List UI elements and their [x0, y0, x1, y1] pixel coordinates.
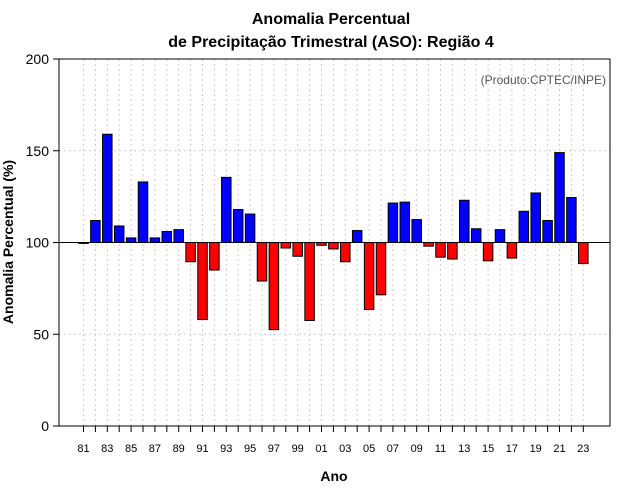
bar-22 [566, 197, 577, 243]
x-tick-label: 87 [149, 443, 161, 455]
x-tick-label: 93 [220, 443, 232, 455]
bar-10 [423, 242, 434, 247]
chart-title-line2: de Precipitação Trimestral (ASO): Região… [168, 34, 494, 51]
bar-82 [90, 219, 101, 243]
bar-87 [149, 237, 161, 244]
grid-layer [59, 58, 610, 427]
y-tick-label: 150 [26, 143, 50, 159]
x-tick-label: 07 [387, 443, 399, 455]
x-tick-label: 15 [482, 443, 494, 455]
bar-05 [363, 242, 375, 310]
x-tick-label: 01 [315, 443, 327, 455]
bar-88 [161, 230, 173, 244]
bar-18 [518, 210, 530, 243]
x-tick-label: 97 [268, 443, 280, 455]
bar-06 [375, 242, 387, 296]
x-tick-label: 03 [339, 443, 351, 455]
x-tick-label: 11 [435, 443, 446, 455]
chart-title-line1: Anomalia Percentual [252, 11, 410, 28]
bar-90 [185, 242, 196, 263]
x-tick-label: 05 [363, 443, 375, 455]
bar-89 [173, 229, 184, 243]
y-axis-label: Anomalia Percentual (%) [0, 160, 16, 324]
bar-19 [530, 192, 541, 243]
bar-83 [102, 133, 113, 243]
bar-97 [268, 242, 280, 331]
bar-20 [542, 219, 553, 243]
bar-93 [221, 176, 232, 243]
bar-17 [506, 242, 518, 259]
bar-14 [470, 228, 482, 244]
bar-94 [232, 208, 244, 243]
bar-84 [113, 225, 125, 243]
x-axis: 81 83 85 87 89 91 93 95 97 99 01 03 05 07 09 11 13 15 17 19… [77, 426, 589, 455]
x-tick-label: 99 [292, 443, 304, 455]
bar-13 [459, 199, 470, 243]
bar-21 [554, 152, 565, 244]
x-tick-label: 23 [577, 443, 589, 455]
bar-00 [304, 242, 315, 321]
x-tick-label: 85 [125, 443, 137, 455]
y-tick-label: 50 [33, 326, 49, 342]
bar-02 [328, 242, 339, 250]
bar-09 [411, 219, 422, 243]
bar-95 [244, 213, 256, 243]
bar-12 [447, 242, 458, 260]
y-tick-label: 200 [26, 51, 50, 67]
credit-label: (Produto:CPTEC/INPE) [481, 73, 606, 87]
bar-92 [209, 242, 220, 271]
bar-86 [137, 181, 149, 244]
y-axis: 0 50 100 150 200 [26, 51, 59, 434]
x-axis-label: Ano [320, 468, 347, 484]
bar-91 [197, 242, 208, 321]
bar-16 [494, 229, 506, 243]
bar-04 [351, 230, 363, 243]
bar-07 [387, 202, 399, 243]
bar-11 [435, 242, 446, 258]
bar-08 [399, 201, 411, 244]
y-tick-label: 100 [26, 235, 50, 251]
x-tick-label: 95 [244, 443, 256, 455]
x-tick-label: 19 [530, 443, 542, 455]
bar-15 [482, 242, 494, 262]
x-tick-label: 09 [411, 443, 423, 455]
bar-23 [578, 242, 589, 265]
bar-99 [292, 242, 303, 257]
x-tick-label: 17 [506, 443, 518, 455]
y-tick-label: 0 [41, 418, 49, 434]
bars-layer [78, 133, 589, 331]
x-tick-label: 89 [173, 443, 185, 455]
x-tick-label: 21 [553, 443, 565, 455]
x-tick-label: 83 [101, 443, 113, 455]
x-tick-label: 91 [196, 443, 208, 455]
bar-03 [340, 242, 351, 263]
bar-85 [125, 237, 137, 244]
x-tick-label: 81 [77, 443, 89, 455]
bar-96 [256, 242, 268, 282]
x-tick-label: 13 [458, 443, 470, 455]
bar-98 [280, 242, 292, 249]
